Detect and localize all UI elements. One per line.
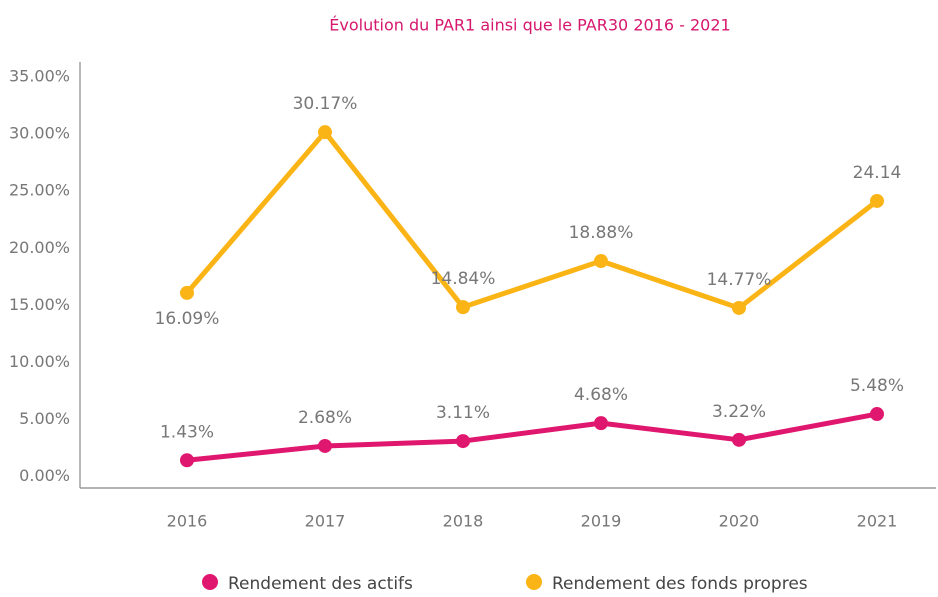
legend-marker bbox=[202, 574, 218, 590]
data-point bbox=[318, 125, 332, 140]
y-tick-label: 5.00% bbox=[19, 409, 70, 428]
data-label: 4.68% bbox=[574, 385, 628, 405]
x-tick-label: 2017 bbox=[305, 512, 346, 531]
data-point bbox=[456, 300, 470, 315]
data-label: 5.48% bbox=[850, 376, 904, 396]
data-label: 1.43% bbox=[160, 422, 214, 442]
y-tick-label: 15.00% bbox=[9, 295, 70, 314]
data-point bbox=[456, 434, 470, 449]
data-label: 2.68% bbox=[298, 408, 352, 428]
legend-marker bbox=[526, 574, 542, 590]
data-point bbox=[732, 300, 746, 315]
data-label: 3.22% bbox=[712, 402, 766, 422]
data-label: 30.17% bbox=[293, 94, 358, 114]
x-tick-label: 2020 bbox=[719, 512, 760, 531]
x-tick-label: 2021 bbox=[857, 512, 898, 531]
data-point bbox=[870, 407, 884, 422]
series-line bbox=[186, 411, 878, 463]
y-tick-label: 20.00% bbox=[9, 238, 70, 257]
data-point bbox=[318, 438, 332, 453]
data-point bbox=[180, 285, 194, 300]
data-label: 14.77% bbox=[707, 270, 772, 290]
data-label: 18.88% bbox=[569, 223, 634, 243]
data-label: 14.84% bbox=[431, 269, 496, 289]
data-label: 16.09% bbox=[155, 309, 220, 329]
data-point bbox=[594, 416, 608, 431]
data-label: 24.14 bbox=[853, 163, 902, 183]
x-tick-label: 2016 bbox=[167, 512, 208, 531]
y-tick-label: 25.00% bbox=[9, 181, 70, 200]
legend-label: Rendement des actifs bbox=[228, 574, 413, 594]
y-tick-label: 10.00% bbox=[9, 352, 70, 371]
data-point bbox=[732, 432, 746, 447]
legend-label: Rendement des fonds propres bbox=[552, 574, 808, 594]
y-tick-label: 35.00% bbox=[9, 67, 70, 86]
data-point bbox=[870, 193, 884, 208]
x-tick-label: 2018 bbox=[443, 512, 484, 531]
chart-title: Évolution du PAR1 ainsi que le PAR30 201… bbox=[329, 16, 730, 35]
y-tick-label: 30.00% bbox=[9, 124, 70, 143]
series-line bbox=[185, 129, 879, 311]
x-tick-label: 2019 bbox=[581, 512, 622, 531]
data-point bbox=[180, 453, 194, 468]
y-tick-label: 0.00% bbox=[19, 466, 70, 485]
data-label: 3.11% bbox=[436, 403, 490, 423]
data-point bbox=[594, 254, 608, 269]
